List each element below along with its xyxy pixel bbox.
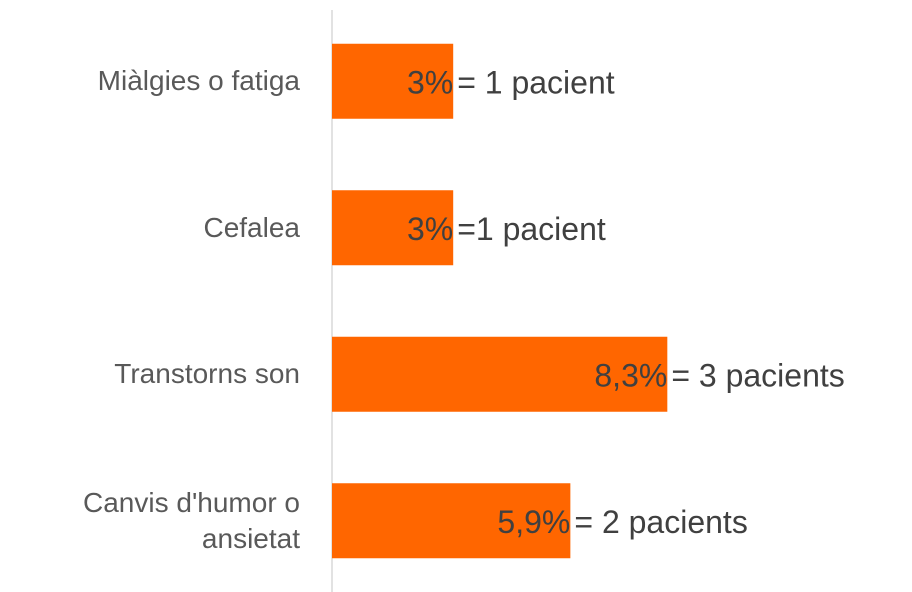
annotation: =1 pacient — [457, 211, 606, 247]
annotation: = 1 pacient — [457, 65, 615, 101]
annotation: = 3 pacients — [671, 358, 844, 394]
bar — [332, 43, 454, 119]
annotation: = 2 pacients — [574, 504, 747, 540]
bar — [332, 336, 668, 412]
bar — [332, 483, 571, 559]
value-label: 5,9% — [497, 504, 570, 540]
value-label: 8,3% — [594, 358, 667, 394]
category-label: Transtorns son — [114, 358, 300, 390]
bar — [332, 190, 454, 266]
category-label: Miàlgies o fatiga — [97, 65, 300, 97]
value-label: 3% — [407, 65, 453, 101]
value-label: 3% — [407, 211, 453, 247]
category-label: Canvis d'humor o ansietat — [83, 486, 300, 554]
category-label: Cefalea — [203, 211, 300, 243]
